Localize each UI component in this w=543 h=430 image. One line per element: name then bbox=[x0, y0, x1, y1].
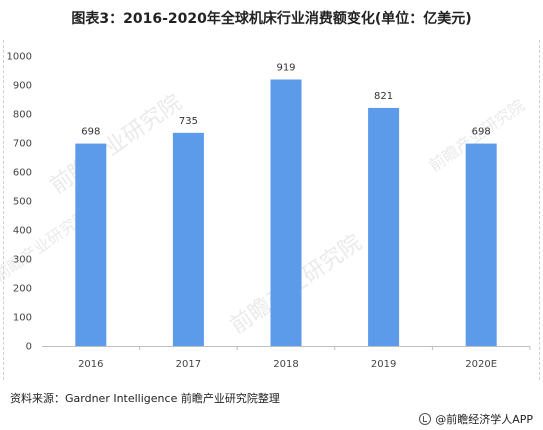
footer-text: @前瞻经济学人APP bbox=[435, 413, 533, 426]
x-axis: 2016 2017 2018 2019 2020E bbox=[42, 346, 531, 370]
bar-2016 bbox=[75, 143, 107, 346]
left-frame-marker bbox=[3, 40, 4, 380]
watermark-text: 前瞻产业研究院 bbox=[46, 90, 187, 199]
brand-logo-icon bbox=[419, 413, 432, 425]
right-frame-marker bbox=[539, 40, 540, 380]
data-label-2018: 919 bbox=[276, 62, 295, 73]
footer-credit: @前瞻经济学人APP bbox=[419, 411, 533, 427]
y-tick-label: 300 bbox=[13, 255, 32, 266]
y-tick-label: 800 bbox=[13, 110, 32, 121]
x-tick-label-2018: 2018 bbox=[273, 359, 298, 370]
y-tick-label: 1000 bbox=[7, 52, 32, 63]
x-tick-label-2020E: 2020E bbox=[465, 359, 497, 370]
y-tick-label: 0 bbox=[26, 342, 32, 353]
data-label-2016: 698 bbox=[81, 127, 100, 138]
bar-2017 bbox=[172, 132, 204, 346]
y-tick-label: 600 bbox=[13, 168, 32, 179]
y-tick-label: 500 bbox=[13, 197, 32, 208]
bars-group: 698 735 919 821 698 bbox=[75, 62, 497, 347]
source-note: 资料来源：Gardner Intelligence 前瞻产业研究院整理 bbox=[10, 392, 280, 405]
chart-title: 图表3：2016-2020年全球机床行业消费额变化(单位：亿美元) bbox=[71, 11, 472, 27]
y-tick-label: 200 bbox=[13, 284, 32, 295]
data-label-2017: 735 bbox=[179, 116, 198, 127]
bar-2019 bbox=[368, 107, 400, 346]
y-tick-label: 100 bbox=[13, 313, 32, 324]
x-tick-label-2019: 2019 bbox=[371, 359, 396, 370]
x-tick-label-2017: 2017 bbox=[176, 359, 201, 370]
y-tick-label: 900 bbox=[13, 81, 32, 92]
x-tick-label-2016: 2016 bbox=[78, 359, 103, 370]
data-label-2019: 821 bbox=[374, 91, 393, 102]
bar-2020E bbox=[465, 143, 497, 346]
y-axis: 0 100 200 300 400 500 600 700 800 900 1000 bbox=[7, 52, 32, 353]
y-tick-label: 700 bbox=[13, 139, 32, 150]
data-label-2020E: 698 bbox=[472, 127, 491, 138]
bar-2018 bbox=[270, 79, 302, 347]
y-tick-label: 400 bbox=[13, 226, 32, 237]
